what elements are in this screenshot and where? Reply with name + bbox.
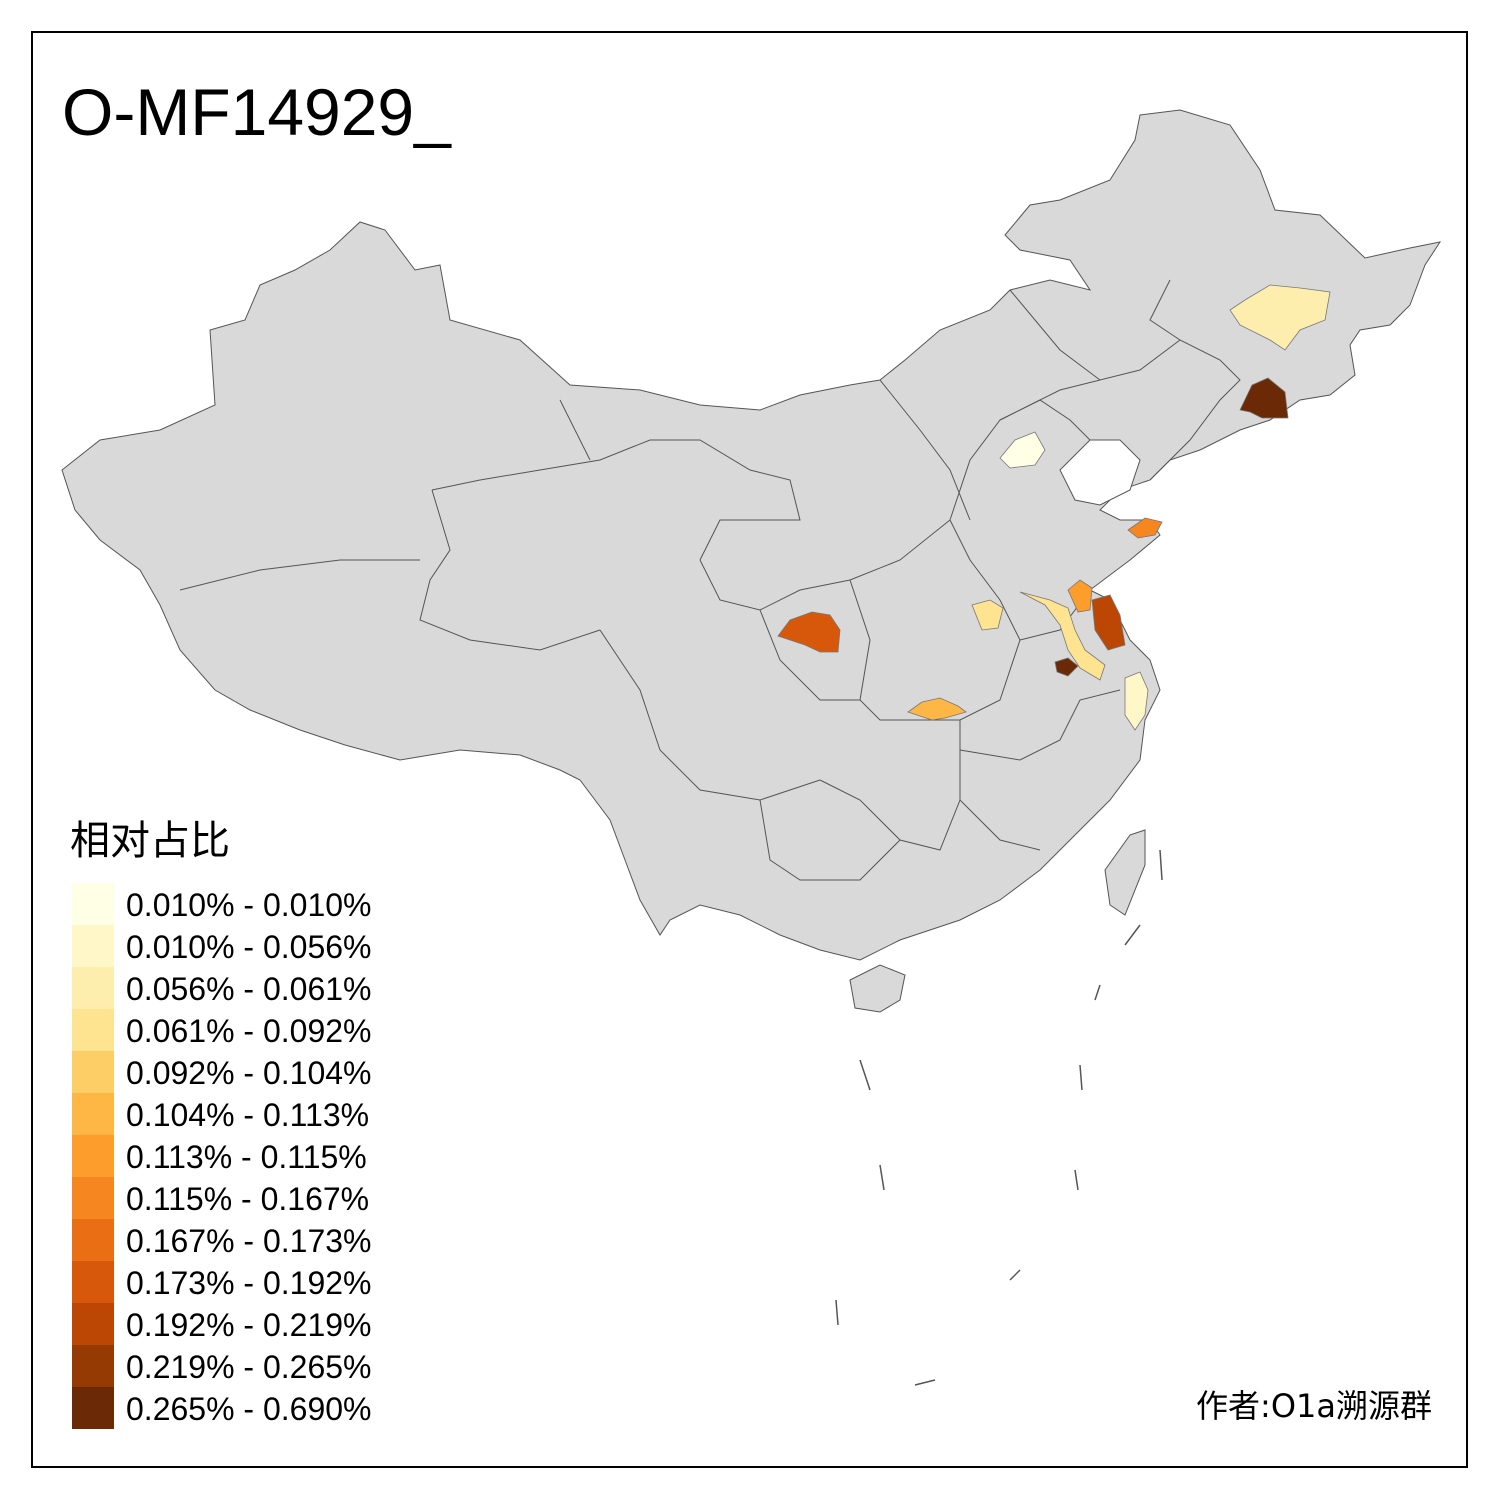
legend-swatch [72,1261,114,1303]
legend-swatch [72,1177,114,1219]
legend-swatch [72,1051,114,1093]
jilin-region [1239,377,1289,419]
jiangsu-coast-region [1091,594,1126,651]
legend-label: 0.265% - 0.690% [126,1391,372,1427]
shandong-east-region [1127,517,1163,539]
legend-title: 相对占比 [70,818,230,864]
author-credit: 作者:O1a溯源群 [1196,1387,1432,1425]
taiwan-island [1104,829,1146,916]
legend-swatch [72,925,114,967]
legend-label: 0.061% - 0.092% [126,1013,372,1049]
legend-label: 0.092% - 0.104% [126,1055,372,1091]
legend-label: 0.104% - 0.113% [126,1097,370,1133]
heilongjiang-region [1229,284,1331,351]
legend-label: 0.167% - 0.173% [126,1223,372,1259]
legend-label: 0.113% - 0.115% [126,1139,367,1175]
gansu-region [777,611,841,653]
map-frame [31,31,1468,1468]
legend-swatch [72,1219,114,1261]
zhejiang-region [1124,671,1149,731]
legend-swatch [72,1093,114,1135]
jiangsu-north-region [1067,579,1093,613]
map-title: O-MF14929_ [62,75,451,149]
legend-swatch [72,1009,114,1051]
hubei-region [907,697,967,721]
jiangsu-central-region [1019,591,1106,681]
hainan-island [849,964,906,1013]
legend-swatch [72,967,114,1009]
henan-region [971,599,1004,631]
legend-swatch [72,1345,114,1387]
legend-label: 0.115% - 0.167% [126,1181,370,1217]
legend-swatch [72,1387,114,1429]
legend-swatch [72,1303,114,1345]
legend-label: 0.219% - 0.265% [126,1349,372,1385]
anhui-south-region [1054,657,1079,677]
legend-label: 0.173% - 0.192% [126,1265,372,1301]
bohai-sea [1059,439,1141,506]
legend-swatch [72,1135,114,1177]
south-china-sea-islands [835,849,1163,1386]
legend-label: 0.192% - 0.219% [126,1307,372,1343]
beijing-region [999,431,1046,469]
legend-label: 0.010% - 0.056% [126,929,372,965]
legend-swatch [72,883,114,925]
province-borders [179,279,1241,881]
legend-label: 0.056% - 0.061% [126,971,372,1007]
legend-label: 0.010% - 0.010% [126,887,372,923]
mainland-china-shape [61,109,1442,961]
